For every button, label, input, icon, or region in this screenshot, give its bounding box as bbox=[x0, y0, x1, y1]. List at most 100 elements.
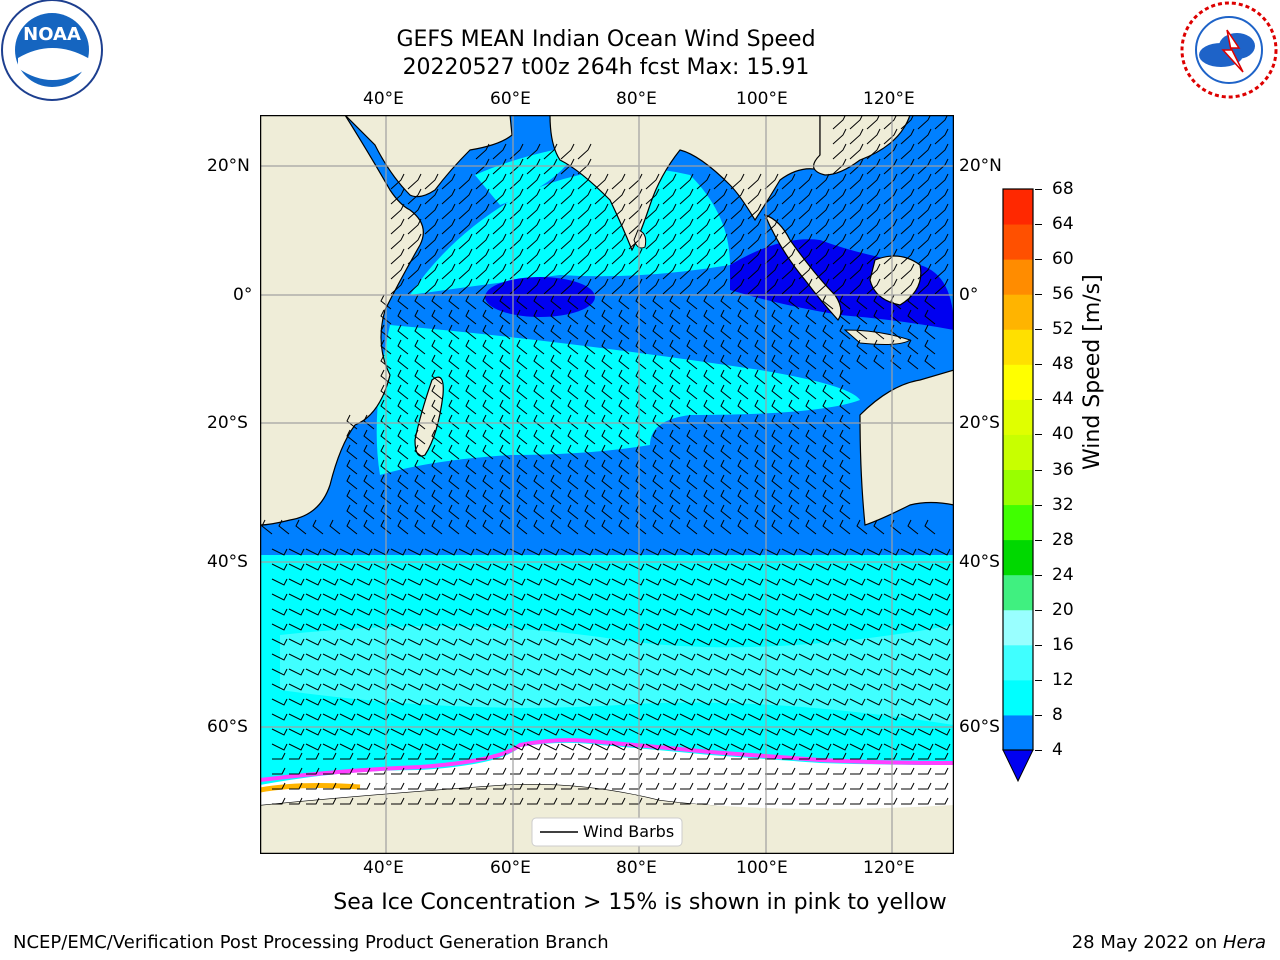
wind-barb bbox=[849, 623, 866, 631]
wind-barb bbox=[363, 504, 375, 520]
wind-barb bbox=[611, 173, 626, 190]
wind-barb bbox=[703, 309, 715, 325]
wind-barb bbox=[917, 683, 934, 691]
wind-barb bbox=[754, 474, 766, 490]
wind-barb bbox=[397, 309, 409, 325]
legend: Wind Barbs bbox=[531, 817, 683, 847]
wind-barb bbox=[737, 474, 749, 490]
wind-barb bbox=[662, 653, 679, 661]
wind-barb bbox=[407, 188, 422, 205]
wind-barb bbox=[822, 354, 834, 370]
wind-barb bbox=[849, 668, 866, 676]
wind-barb bbox=[516, 384, 528, 400]
wind-barb bbox=[679, 638, 696, 646]
wind-barb bbox=[390, 668, 407, 676]
wind-barb bbox=[380, 504, 392, 520]
wind-barb bbox=[560, 218, 575, 235]
wind-barb bbox=[788, 399, 800, 415]
wind-barb bbox=[577, 143, 592, 160]
wind-barb bbox=[884, 767, 898, 775]
wind-barb bbox=[900, 578, 917, 586]
wind-barb bbox=[669, 504, 681, 520]
wind-barb bbox=[578, 797, 592, 805]
wind-barb bbox=[764, 653, 781, 661]
lat-tick-left-60s: 60°S bbox=[207, 717, 248, 737]
wind-barb bbox=[465, 429, 477, 445]
wind-barb bbox=[448, 429, 460, 445]
wind-barb bbox=[465, 504, 477, 520]
wind-barb bbox=[612, 782, 626, 790]
wind-barb bbox=[849, 158, 864, 175]
wind-barb bbox=[737, 504, 749, 520]
wind-barb bbox=[873, 339, 885, 355]
wind-barb bbox=[441, 593, 458, 601]
wind-barb bbox=[652, 519, 664, 535]
wind-barb bbox=[866, 743, 883, 751]
wind-barb bbox=[584, 519, 596, 535]
wind-barb bbox=[645, 278, 660, 295]
wind-barb bbox=[934, 218, 949, 235]
wind-barb bbox=[934, 233, 949, 250]
wind-barb bbox=[357, 782, 371, 790]
wind-barb bbox=[662, 593, 679, 601]
wind-barb bbox=[730, 578, 747, 586]
wind-barb bbox=[866, 683, 883, 691]
wind-barb bbox=[465, 489, 477, 505]
wind-barb bbox=[346, 519, 358, 535]
wind-barb bbox=[560, 623, 577, 631]
colorbar-tick-label: 4 bbox=[1052, 740, 1063, 760]
wind-barb bbox=[584, 354, 596, 370]
wind-barb bbox=[900, 728, 917, 736]
wind-barb bbox=[822, 324, 834, 340]
wind-barb bbox=[730, 548, 747, 556]
wind-barb bbox=[543, 743, 560, 751]
wind-barb bbox=[832, 173, 847, 190]
wind-barb bbox=[652, 429, 664, 445]
wind-barb bbox=[883, 278, 898, 295]
wind-barb bbox=[771, 429, 783, 445]
wind-barb bbox=[832, 278, 847, 295]
wind-barb bbox=[594, 578, 611, 586]
wind-barb bbox=[635, 399, 647, 415]
wind-barb bbox=[560, 608, 577, 616]
wind-barb bbox=[730, 698, 747, 706]
wind-barb bbox=[934, 683, 951, 691]
wind-barb bbox=[849, 608, 866, 616]
wind-barb bbox=[805, 414, 817, 430]
wind-barb bbox=[339, 713, 356, 721]
wind-barb bbox=[567, 414, 579, 430]
wind-barb bbox=[788, 429, 800, 445]
wind-barb bbox=[414, 504, 426, 520]
wind-barb bbox=[476, 752, 490, 760]
wind-barb bbox=[713, 248, 728, 265]
wind-barb bbox=[900, 623, 917, 631]
wind-barb bbox=[482, 459, 494, 475]
wind-barb bbox=[380, 369, 392, 385]
wind-barb bbox=[781, 713, 798, 721]
wind-barb bbox=[924, 294, 936, 310]
wind-barb bbox=[492, 563, 509, 571]
wind-barb bbox=[873, 324, 885, 340]
wind-barb bbox=[577, 728, 594, 736]
wind-barb bbox=[533, 384, 545, 400]
wind-barb bbox=[747, 623, 764, 631]
wind-barb bbox=[516, 429, 528, 445]
wind-barb bbox=[390, 248, 405, 265]
wind-barb bbox=[543, 668, 560, 676]
wind-barb bbox=[652, 354, 664, 370]
wind-barb bbox=[713, 263, 728, 280]
wind-barb bbox=[918, 767, 932, 775]
wind-barb bbox=[917, 593, 934, 601]
wind-barb bbox=[815, 668, 832, 676]
wind-barb bbox=[492, 623, 509, 631]
wind-barb bbox=[594, 623, 611, 631]
wind-barb bbox=[305, 548, 322, 556]
wind-barb bbox=[798, 188, 813, 205]
wind-barb bbox=[679, 653, 696, 661]
wind-barb bbox=[866, 668, 883, 676]
colorbar-tick-label: 12 bbox=[1052, 669, 1074, 690]
wind-barb bbox=[544, 752, 558, 760]
wind-barb bbox=[482, 324, 494, 340]
wind-barb bbox=[482, 399, 494, 415]
wind-barb bbox=[611, 218, 626, 235]
